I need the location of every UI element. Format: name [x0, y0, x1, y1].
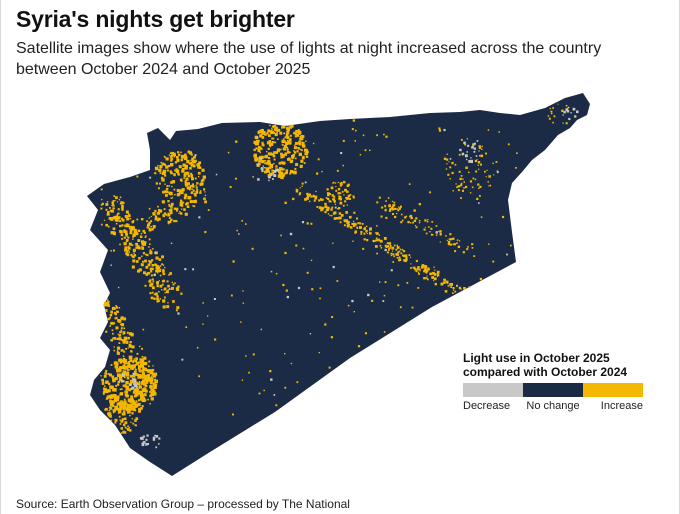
legend-label-increase: Increase — [600, 400, 643, 412]
legend-label-no-change: No change — [526, 400, 580, 412]
legend-swatch-increase — [583, 383, 643, 397]
legend-color-bar — [463, 383, 643, 397]
chart-title: Syria's nights get brighter — [16, 6, 295, 32]
legend-title-line2: compared with October 2024 — [463, 365, 628, 379]
syria-country-shape — [87, 93, 590, 476]
source-note: Source: Earth Observation Group – proces… — [16, 497, 350, 511]
legend-labels: Decrease No change Increase — [463, 400, 643, 412]
legend-swatch-no-change — [523, 383, 583, 397]
legend-swatch-decrease — [463, 383, 523, 397]
legend-label-decrease: Decrease — [463, 400, 511, 412]
legend: Light use in October 2025 compared with … — [463, 351, 648, 412]
night-lights-layer — [100, 103, 579, 449]
frame-left-border — [0, 0, 1, 514]
chart-subtitle: Satellite images show where the use of l… — [16, 40, 602, 78]
legend-title-line1: Light use in October 2025 — [463, 351, 610, 365]
